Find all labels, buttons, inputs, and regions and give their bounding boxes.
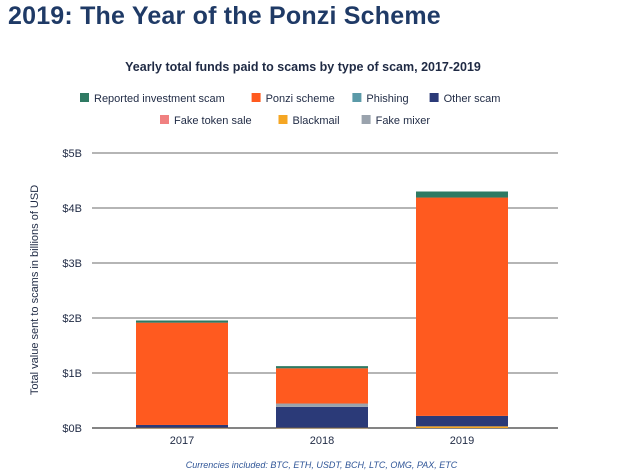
bar-stack-2018 [276, 366, 368, 429]
legend-label-ponzi-scheme: Ponzi scheme [266, 93, 335, 105]
legend-swatch-ponzi-scheme [251, 93, 261, 102]
legend-label-reported-investment-scam: Reported investment scam [94, 93, 225, 105]
legend-label-other-scam: Other scam [444, 93, 501, 105]
legend-swatch-reported-investment-scam [80, 93, 89, 102]
page-heading: 2019: The Year of the Ponzi Scheme [8, 2, 441, 30]
bar-2018-fake-mixer [276, 403, 368, 407]
bar-2019-reported-investment-scam [416, 191, 508, 198]
x-axis-ticks: 2017 2018 2019 [170, 435, 474, 447]
legend-item-phishing: Phishing [352, 93, 409, 105]
y-tick-label-3b: $3B [62, 258, 82, 270]
y-axis-ticks: $0B $1B $2B $3B $4B $5B [62, 148, 82, 435]
x-tick-label-2019: 2019 [450, 435, 474, 447]
legend-label-phishing: Phishing [366, 93, 408, 105]
legend-item-fake-token-sale: Fake token sale [160, 115, 252, 127]
y-axis-label: Total value sent to scams in billions of… [29, 185, 41, 395]
y-tick-label-5b: $5B [62, 148, 82, 160]
legend-swatch-blackmail [278, 115, 288, 124]
bar-stack-2017 [136, 320, 228, 429]
bar-2019-ponzi-scheme [416, 197, 508, 416]
bar-2018-reported-investment-scam [276, 366, 368, 369]
chart-bars [136, 191, 508, 429]
bar-2018-other-scam [276, 406, 368, 428]
bar-2017-blackmail [136, 427, 228, 429]
bar-2017-ponzi-scheme [136, 322, 228, 425]
y-tick-label-2b: $2B [62, 313, 82, 325]
legend-swatch-other-scam [429, 93, 439, 102]
bar-2017-other-scam [136, 424, 228, 428]
bar-2018-blackmail [276, 427, 368, 429]
bar-stack-2019 [416, 191, 508, 428]
legend-label-fake-token-sale: Fake token sale [174, 115, 252, 127]
legend-label-fake-mixer: Fake mixer [376, 115, 431, 127]
legend-item-ponzi-scheme: Ponzi scheme [251, 93, 335, 105]
y-tick-label-1b: $1B [62, 368, 82, 380]
currencies-footnote: Currencies included: BTC, ETH, USDT, BCH… [185, 460, 458, 470]
y-tick-label-0b: $0B [62, 423, 82, 435]
y-tick-label-4b: $4B [62, 203, 82, 215]
bar-2018-ponzi-scheme [276, 368, 368, 404]
bar-2019-other-scam [416, 415, 508, 427]
legend-item-blackmail: Blackmail [278, 115, 340, 127]
legend-item-fake-mixer: Fake mixer [361, 115, 431, 127]
legend-item-reported-investment-scam: Reported investment scam [80, 93, 225, 105]
x-tick-label-2017: 2017 [170, 435, 194, 447]
chart-legend: Reported investment scam Ponzi scheme Phis… [80, 93, 500, 127]
legend-swatch-fake-mixer [361, 115, 371, 124]
legend-swatch-phishing [352, 93, 362, 102]
bar-2019-blackmail [416, 426, 508, 428]
x-tick-label-2018: 2018 [310, 435, 334, 447]
legend-label-blackmail: Blackmail [293, 115, 340, 127]
legend-swatch-fake-token-sale [160, 115, 169, 124]
chart-title: Yearly total funds paid to scams by type… [125, 60, 481, 74]
bar-2017-reported-investment-scam [136, 320, 228, 323]
legend-item-other-scam: Other scam [429, 93, 501, 105]
